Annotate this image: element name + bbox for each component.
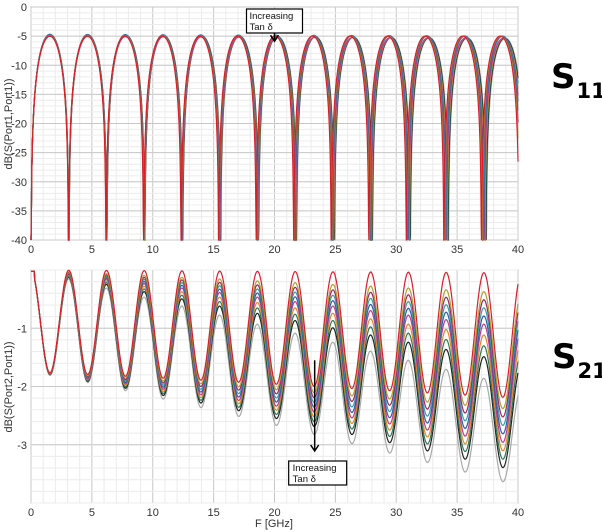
p0-x-tick-label: 40 <box>512 244 524 256</box>
s21-label-sub: 21 <box>577 359 602 383</box>
p1-y-tick-label: -2 <box>17 382 27 394</box>
s21-curves <box>31 269 519 483</box>
p1-x-tick-label: 35 <box>451 507 463 519</box>
s11-annotation-line2: Tan δ <box>250 22 273 33</box>
p0-x-tick-label: 25 <box>329 244 341 256</box>
p1-x-tick-label: 40 <box>512 507 524 519</box>
p1-y-tick-label: -1 <box>17 323 27 335</box>
s11-label-sub: 11 <box>576 79 602 103</box>
p1-x-tick-label: 5 <box>89 507 95 519</box>
p0-y-tick-label: -20 <box>11 119 27 131</box>
p0-x-tick-label: 0 <box>28 244 34 256</box>
p0-y-tick-label: -10 <box>11 60 27 72</box>
p0-x-tick-label: 35 <box>451 244 463 256</box>
s21-chart: 0 5 10 15 20 25 30 35 40 -1 -2 -3 dB(S(Port2,Port1)… <box>3 269 524 530</box>
p1-x-tick-label: 30 <box>390 507 402 519</box>
s21-label: S21 <box>552 337 602 382</box>
s11-tick-labels: 0 5 10 15 20 25 30 35 40 0 -5 -10 -15 -20 -25 -30 -35 -40 <box>11 2 524 256</box>
p0-x-tick-label: 15 <box>208 244 220 256</box>
p1-x-tick-label: 0 <box>28 507 34 519</box>
s11-chart: 0 5 10 15 20 25 30 35 40 0 -5 -10 -15 -20 -25 -30 -35 -40… <box>3 2 524 256</box>
s21-curve-1 <box>31 269 519 398</box>
p1-x-tick-label: 15 <box>208 507 220 519</box>
s11-annotation-arrowhead <box>269 34 280 43</box>
s11-annotation-line1: Increasing <box>250 11 294 22</box>
s21-tick-labels: 0 5 10 15 20 25 30 35 40 -1 -2 -3 <box>17 323 524 519</box>
s21-annotation-arrowhead <box>310 444 320 453</box>
s21-annotation-line1: Increasing <box>293 463 337 474</box>
p0-y-tick-label: -15 <box>11 89 27 101</box>
p0-x-tick-label: 30 <box>390 244 402 256</box>
s11-annotation-box <box>245 8 304 34</box>
p0-y-tick-label: -25 <box>11 148 27 160</box>
p0-x-tick-label: 10 <box>147 244 159 256</box>
p0-y-tick-label: -35 <box>11 206 27 218</box>
s11-y-axis-label: dB(S(Port1,Port1)) <box>3 78 15 169</box>
s21-label-main: S <box>552 337 577 377</box>
p0-y-tick-label: -30 <box>11 177 27 189</box>
p0-y-tick-label: 0 <box>21 2 27 14</box>
p0-y-tick-label: -5 <box>17 31 27 43</box>
p1-x-tick-label: 25 <box>329 507 341 519</box>
p1-y-tick-label: -3 <box>17 440 27 452</box>
p0-y-tick-label: -40 <box>11 235 27 247</box>
p1-x-tick-label: 20 <box>268 507 280 519</box>
s21-x-axis-label: F [GHz] <box>255 518 293 530</box>
s21-annotation-line2: Tan δ <box>293 474 316 485</box>
p0-x-tick-label: 5 <box>89 244 95 256</box>
s21-y-axis-label: dB(S(Port2,Port1)) <box>3 341 15 432</box>
s11-label: S11 <box>551 57 602 102</box>
p1-x-tick-label: 10 <box>147 507 159 519</box>
p0-x-tick-label: 20 <box>268 244 280 256</box>
s21-annotation-box <box>288 460 348 486</box>
s11-label-main: S <box>551 57 576 97</box>
